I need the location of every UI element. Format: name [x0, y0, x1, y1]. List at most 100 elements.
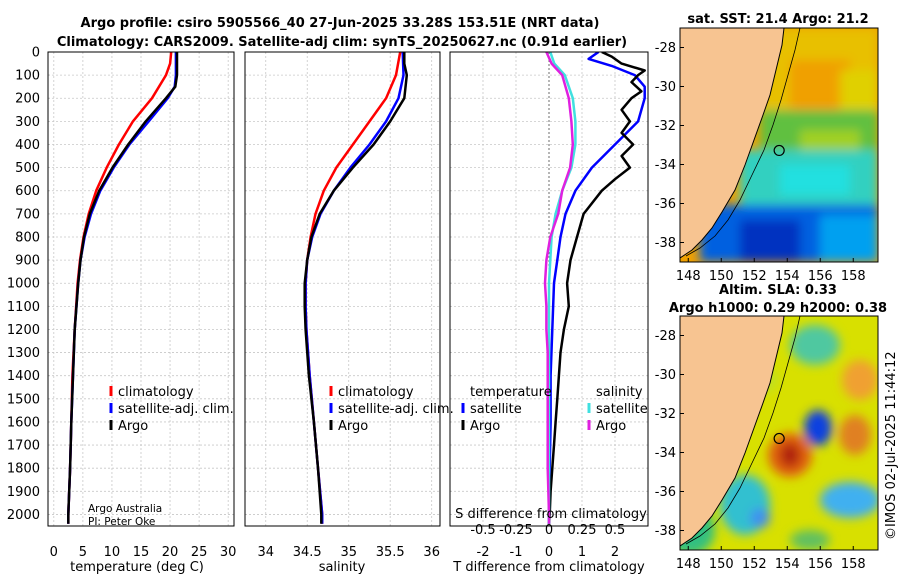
x-tick-label: -1 — [510, 545, 523, 560]
series-line-argo — [303, 52, 409, 524]
salinity-x-ticks: 34 34.5 35 35.5 36 — [257, 545, 440, 560]
map-x-tick-label: 148 — [676, 269, 701, 284]
temperature-panel: 0100200300400500600700800900100011001200… — [7, 46, 237, 576]
sla-map: Altim. SLA: 0.33 Argo h1000: 0.29 h2000:… — [655, 283, 887, 572]
map-y-tick-label: -32 — [655, 407, 676, 422]
map-x-tick-label: 156 — [808, 269, 833, 284]
map-y-tick-label: -28 — [655, 41, 676, 56]
figure-title-line1: Argo profile: csiro 5905566_40 27-Jun-20… — [81, 16, 600, 31]
depth-tick-label: 600 — [15, 184, 40, 199]
depth-tick-label: 700 — [15, 207, 40, 222]
legend-climatology: climatology — [118, 385, 194, 400]
series-line-climatology — [67, 52, 173, 524]
depth-tick-label: 1700 — [7, 439, 40, 454]
sst-map-ticks: 148 150 152 154 156 158 -28 -30 -32 -34 -36 -38 — [655, 41, 866, 284]
salinity-panel: 34 34.5 35 35.5 36 salinity climatology sate… — [244, 51, 454, 575]
map-y-tick-label: -36 — [655, 197, 676, 212]
legend-salinity-title: salinity — [596, 385, 643, 400]
temperature-series — [67, 52, 179, 524]
x-tick-label: 0 — [545, 545, 553, 560]
salinity-legend: climatology satellite-adj. clim. Argo — [329, 385, 454, 434]
sla-map-ticks: 148 150 152 154 156 158 -28 -30 -32 -34 -36 -38 — [655, 329, 866, 572]
x-tick-label: 20 — [162, 545, 179, 560]
sst-map: sat. SST: 21.4 Argo: 21.2 148 150 152 154 15… — [655, 12, 879, 284]
x-tick-label: 36 — [423, 545, 440, 560]
t-difference-x-label: T difference from climatology — [452, 560, 645, 575]
depth-tick-label: 0 — [32, 46, 40, 61]
legend-temperature-title: temperature — [470, 385, 552, 400]
legend-t-argo: Argo — [470, 419, 500, 434]
depth-tick-label: 1600 — [7, 415, 40, 430]
s-tick-label: -0.25 — [499, 523, 533, 538]
map-x-tick-label: 156 — [808, 557, 833, 572]
legend-t-satellite: satellite — [470, 402, 522, 417]
x-tick-label: 25 — [191, 545, 208, 560]
difference-axes-box — [449, 51, 649, 527]
depth-tick-label: 300 — [15, 115, 40, 130]
x-tick-label: -2 — [477, 545, 490, 560]
salinity-grid — [245, 51, 440, 526]
legend-satellite-adj: satellite-adj. clim. — [338, 402, 454, 417]
x-tick-label: 34 — [257, 545, 274, 560]
sla-argo-location-marker — [773, 432, 785, 445]
x-tick-label: 34.5 — [293, 545, 322, 560]
s-tick-label: 0.5 — [605, 523, 626, 538]
depth-tick-label: 900 — [15, 254, 40, 269]
legend-argo: Argo — [338, 419, 368, 434]
s-tick-label: 0 — [545, 523, 553, 538]
legend-climatology: climatology — [338, 385, 414, 400]
difference-series — [543, 52, 646, 524]
imos-watermark: ©IMOS 02-Jul-2025 11:44:12 — [884, 351, 899, 540]
x-tick-label: 15 — [133, 545, 150, 560]
sla-map-title-line1: Altim. SLA: 0.33 — [719, 283, 837, 298]
x-tick-label: 10 — [104, 545, 121, 560]
x-tick-label: 35.5 — [376, 545, 405, 560]
legend-argo: Argo — [118, 419, 148, 434]
map-y-tick-label: -38 — [655, 236, 676, 251]
credit-pi: PI: Peter Oke — [88, 516, 155, 528]
temperature-x-ticks: 0 5 10 15 20 25 30 — [50, 545, 237, 560]
depth-tick-label: 1200 — [7, 323, 40, 338]
map-x-tick-label: 158 — [841, 557, 866, 572]
sst-map-frame — [679, 27, 879, 263]
legend-s-satellite: satellite — [596, 402, 648, 417]
depth-tick-label: 1300 — [7, 346, 40, 361]
map-x-tick-label: 152 — [742, 557, 767, 572]
s-difference-ticks: -0.5 -0.25 0 0.25 0.5 — [470, 523, 625, 538]
map-x-tick-label: 154 — [775, 557, 800, 572]
depth-tick-label: 1100 — [7, 300, 40, 315]
depth-axis-ticks: 0 100 200 300 400 500 600 700 800 900 1000 1100 1200… — [7, 46, 40, 523]
temperature-x-label: temperature (deg C) — [70, 560, 204, 575]
map-y-tick-label: -34 — [655, 158, 676, 173]
s-tick-label: -0.5 — [470, 523, 495, 538]
x-tick-label: 1 — [578, 545, 586, 560]
difference-panel: -2 -1 0 1 2 T difference from climatology S … — [449, 51, 649, 575]
depth-tick-label: 1900 — [7, 485, 40, 500]
depth-tick-label: 2000 — [7, 508, 40, 523]
x-tick-label: 30 — [220, 545, 237, 560]
series-line-argo — [67, 52, 179, 524]
difference-x-ticks: -2 -1 0 1 2 — [477, 545, 620, 560]
difference-legend: temperature satellite Argo salinity sate… — [461, 385, 648, 434]
map-y-tick-label: -32 — [655, 119, 676, 134]
s-difference-label: S difference from climatology — [455, 507, 647, 522]
map-y-tick-label: -28 — [655, 329, 676, 344]
temperature-legend: climatology satellite-adj. clim. Argo — [109, 385, 234, 434]
x-tick-label: 35 — [340, 545, 357, 560]
temperature-grid — [48, 51, 234, 526]
legend-satellite-adj: satellite-adj. clim. — [118, 402, 234, 417]
map-y-tick-label: -34 — [655, 446, 676, 461]
sla-map-title-line2: Argo h1000: 0.29 h2000: 0.38 — [669, 301, 887, 316]
map-y-tick-label: -38 — [655, 524, 676, 539]
sla-map-frame — [679, 315, 879, 551]
map-x-tick-label: 158 — [841, 269, 866, 284]
sst-map-title: sat. SST: 21.4 Argo: 21.2 — [687, 12, 868, 27]
x-tick-label: 5 — [79, 545, 87, 560]
salinity-x-label: salinity — [319, 560, 366, 575]
depth-tick-label: 1800 — [7, 462, 40, 477]
salinity-series — [303, 52, 409, 524]
legend-s-argo: Argo — [596, 419, 626, 434]
depth-tick-label: 800 — [15, 230, 40, 245]
map-x-tick-label: 150 — [709, 269, 734, 284]
